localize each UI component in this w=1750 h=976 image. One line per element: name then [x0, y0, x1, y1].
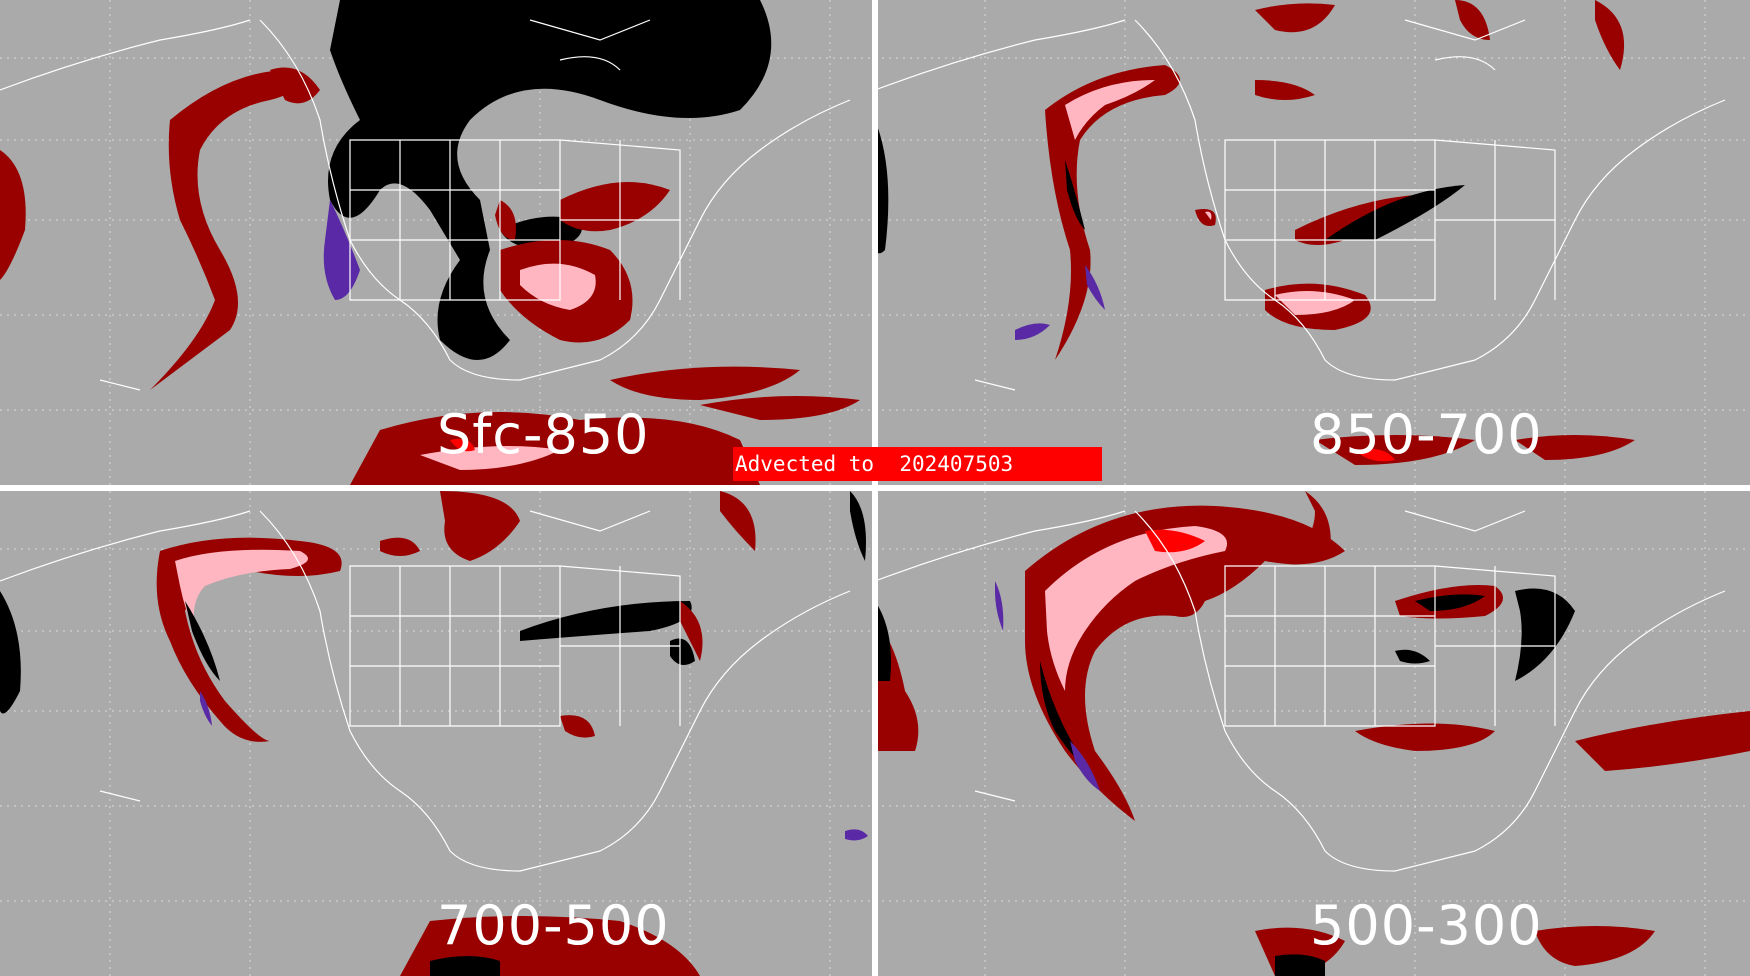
precipitation-region — [323, 200, 360, 300]
panel-sfc-850: Sfc-850 — [0, 0, 875, 485]
panel-850-700: 850-700 — [875, 0, 1750, 485]
moisture-plume-pacific — [156, 491, 756, 742]
map-sfc-850 — [0, 0, 875, 485]
coastlines-and-borders — [875, 19, 1726, 391]
moisture-gulf-region — [0, 491, 866, 976]
precipitation-region — [995, 581, 1100, 791]
moisture-plume-pacific — [1045, 0, 1625, 360]
panel-label: 850-700 — [1310, 403, 1543, 466]
vertical-divider — [872, 0, 878, 976]
map-700-500 — [0, 491, 875, 976]
precipitation-region — [1015, 265, 1105, 340]
moisture-plume-pacific — [875, 491, 1345, 821]
panel-700-500: 700-500 — [0, 491, 875, 976]
panel-label: Sfc-850 — [437, 403, 650, 466]
graticule — [875, 0, 1750, 485]
coastlines-and-borders — [0, 19, 851, 391]
advection-time-banner: Advected to 202407503 — [733, 447, 1102, 481]
moisture-plume-pacific — [150, 67, 320, 390]
panel-500-300: 500-300 — [875, 491, 1750, 976]
precipitation-region — [200, 691, 868, 841]
coastlines-and-borders — [875, 510, 1726, 872]
moisture-gulf-region — [1255, 585, 1750, 976]
map-850-700 — [875, 0, 1750, 485]
panel-label: 700-500 — [437, 894, 670, 957]
graticule — [0, 491, 875, 976]
map-500-300 — [875, 491, 1750, 976]
panel-label: 500-300 — [1310, 894, 1543, 957]
graticule — [875, 491, 1750, 976]
coastlines-and-borders — [0, 510, 851, 872]
